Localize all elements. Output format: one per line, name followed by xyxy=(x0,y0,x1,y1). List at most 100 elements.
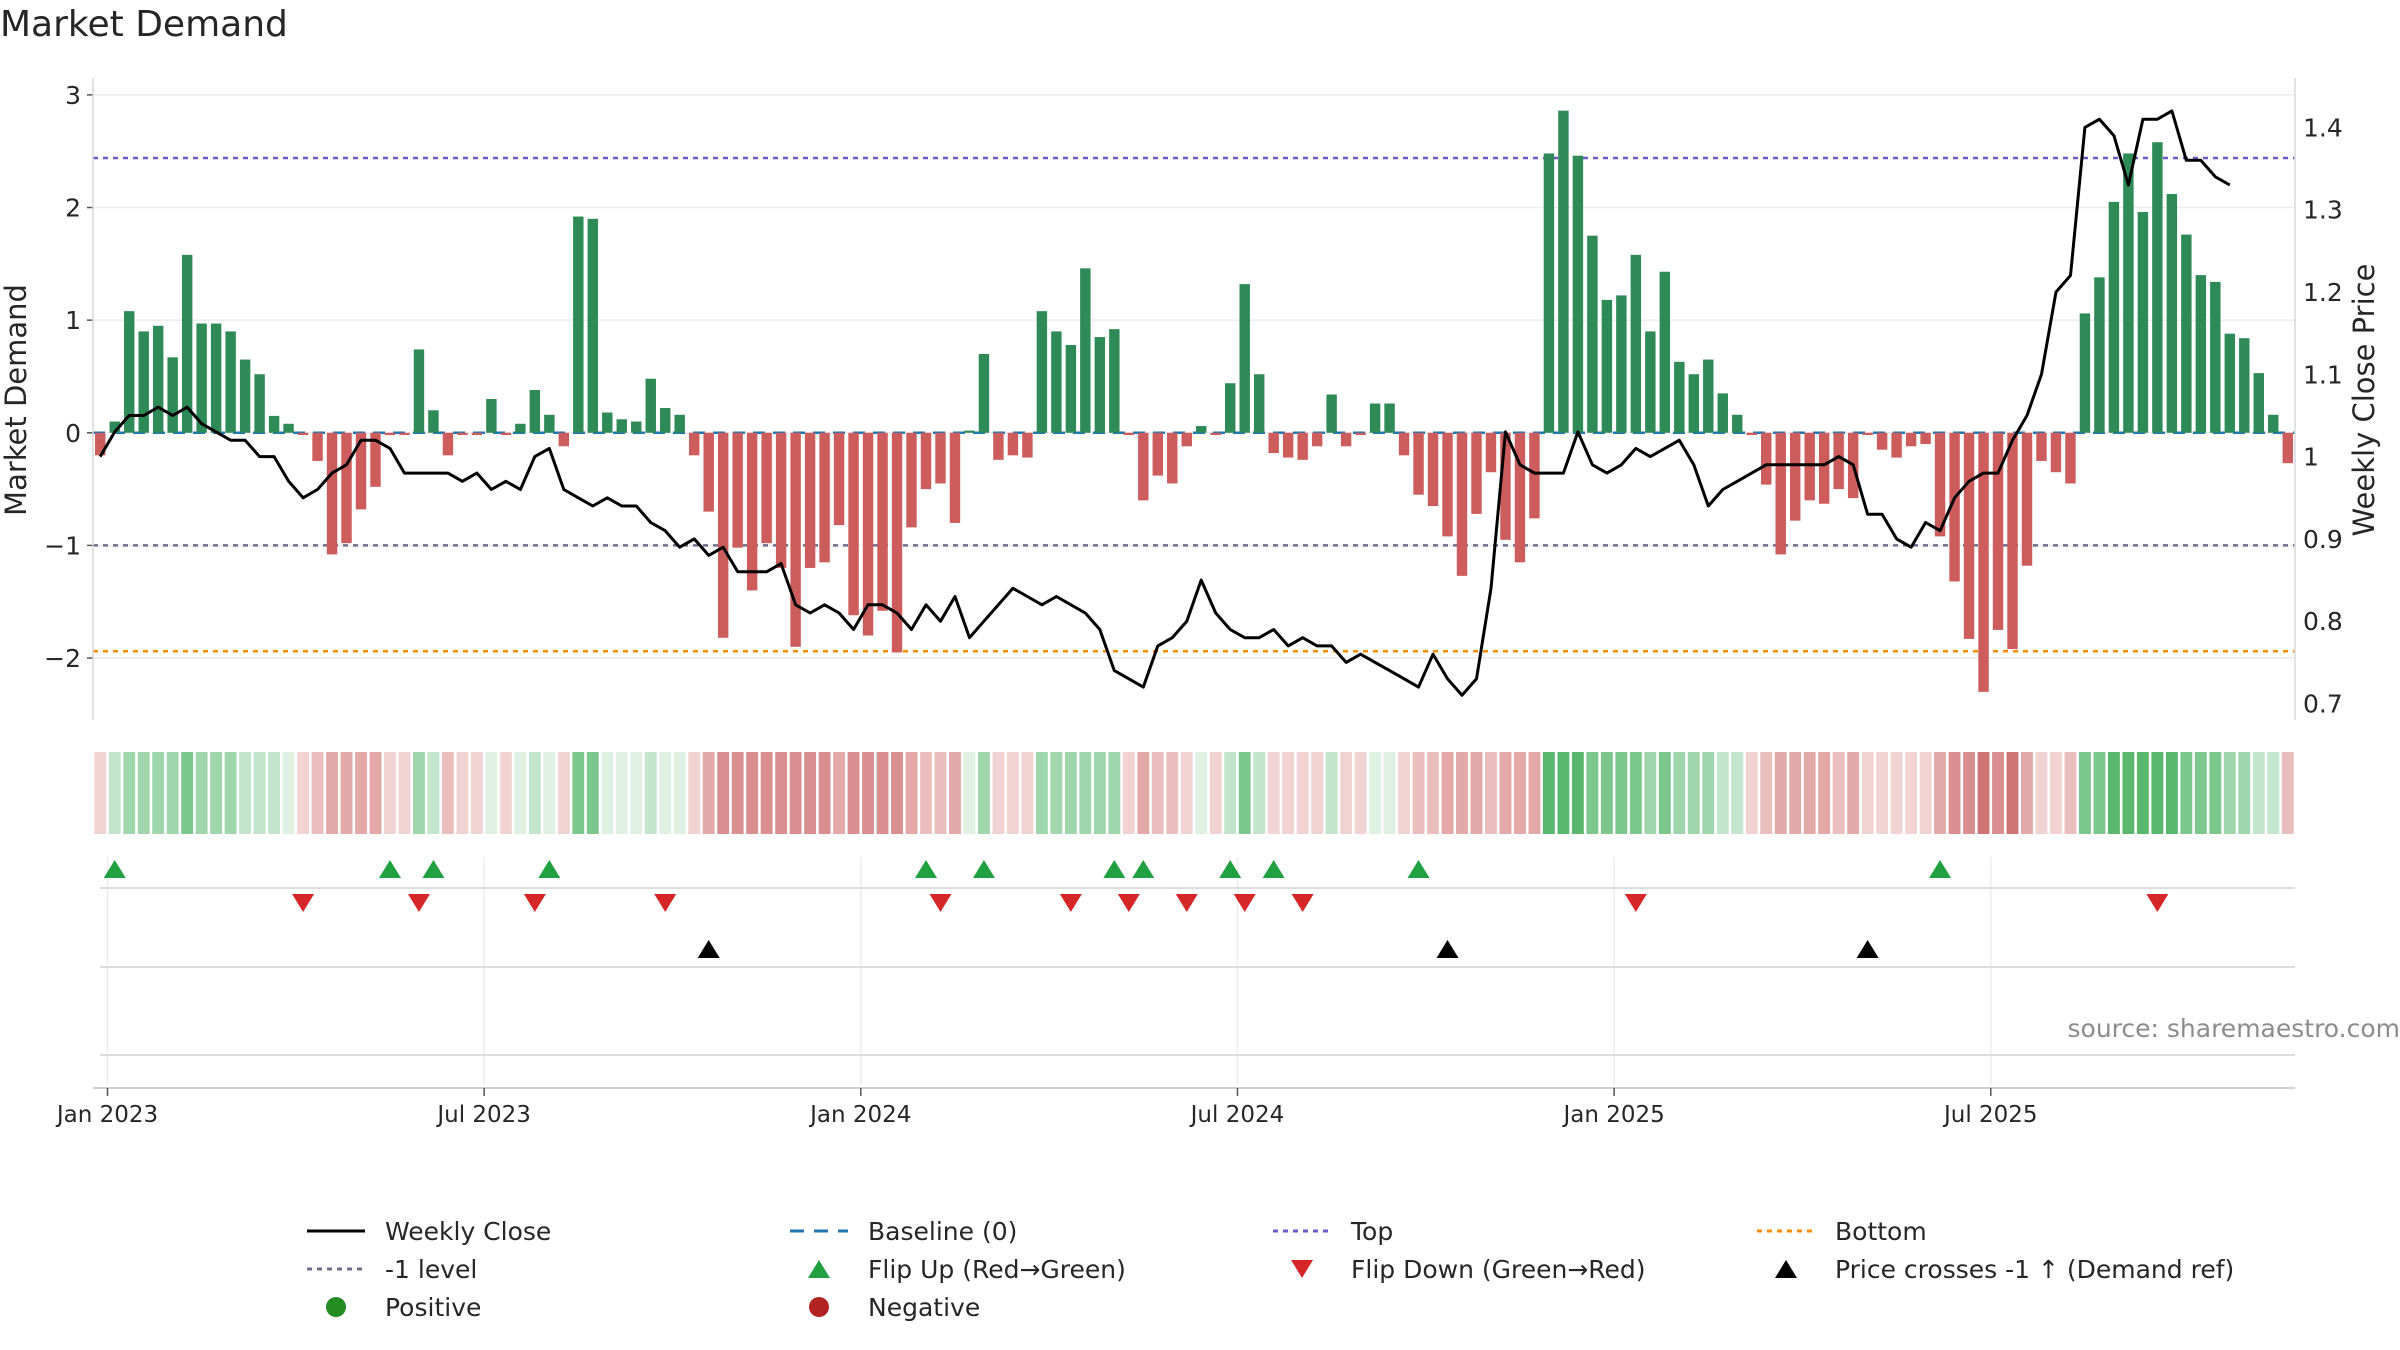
band-cell xyxy=(2093,752,2106,834)
dotted-line-icon xyxy=(1755,1216,1817,1246)
band-cell xyxy=(2223,752,2236,834)
band-cell xyxy=(1209,752,1222,834)
bar-negative xyxy=(1138,432,1149,501)
bar-negative xyxy=(1949,432,1960,582)
bar-negative xyxy=(1485,432,1497,473)
bar-negative xyxy=(2282,432,2293,464)
band-cell xyxy=(195,752,208,834)
flip-down-marker xyxy=(1117,894,1140,912)
band-cell xyxy=(543,752,556,834)
band-cell xyxy=(963,752,976,834)
bar-negative xyxy=(1789,432,1801,521)
band-cell xyxy=(1861,752,1874,834)
y-tick-label-right: 0.7 xyxy=(2303,690,2343,719)
band-cell xyxy=(702,752,715,834)
band-cell xyxy=(1760,752,1773,834)
bar-positive xyxy=(515,423,526,433)
band-cell xyxy=(2252,752,2265,834)
bar-negative xyxy=(1891,432,1902,458)
bar-positive xyxy=(616,419,627,433)
bar-positive xyxy=(1558,110,1569,433)
band-cell xyxy=(1340,752,1353,834)
band-cell xyxy=(1398,752,1410,834)
dotted-line-icon xyxy=(1271,1216,1333,1246)
legend-label: Baseline (0) xyxy=(868,1216,1018,1246)
bar-negative xyxy=(993,432,1004,460)
legend-label: -1 level xyxy=(385,1254,478,1284)
bar-positive xyxy=(109,421,120,433)
band-cell xyxy=(2136,752,2149,834)
band-cell xyxy=(2238,752,2251,834)
triangle-up-icon xyxy=(788,1254,850,1284)
band-cell xyxy=(1383,752,1396,834)
band-cell xyxy=(1832,752,1845,834)
band-cell xyxy=(1789,752,1802,834)
bar-positive xyxy=(2181,234,2192,433)
bar-positive xyxy=(268,415,280,433)
bar-negative xyxy=(761,432,772,544)
band-cell xyxy=(1542,752,1555,834)
legend-label: Negative xyxy=(868,1292,981,1322)
band-cell xyxy=(1934,752,1947,834)
band-cell xyxy=(949,752,961,834)
band-cell xyxy=(2267,752,2280,834)
bar-negative xyxy=(1398,432,1410,456)
band-cell xyxy=(1267,752,1280,834)
y-tick-label-left: −1 xyxy=(44,531,81,560)
band-cell xyxy=(775,752,788,834)
flip-down-marker xyxy=(1624,894,1647,912)
band-cell xyxy=(1716,752,1729,834)
band-cell xyxy=(891,752,903,834)
price-cross-marker xyxy=(1436,940,1459,958)
band-cell xyxy=(1021,752,1034,834)
bar-positive xyxy=(587,218,599,433)
bar-negative xyxy=(775,432,787,568)
band-cell xyxy=(1528,752,1541,834)
band-cell xyxy=(1586,752,1599,834)
band-cell xyxy=(1325,752,1338,834)
band-cell xyxy=(1311,752,1324,834)
bar-positive xyxy=(631,421,642,433)
legend-label: Bottom xyxy=(1835,1216,1927,1246)
y-tick-label-right: 1.3 xyxy=(2303,196,2343,225)
bar-negative xyxy=(1818,432,1830,504)
y-tick-label-right: 1.4 xyxy=(2303,113,2343,142)
price-cross-marker xyxy=(1856,940,1879,958)
bar-positive xyxy=(573,216,584,433)
bar-negative xyxy=(384,432,396,436)
band-cell xyxy=(1818,752,1831,834)
legend-entry: Top xyxy=(1271,1212,1393,1250)
bar-negative xyxy=(1210,432,1221,436)
band-cell xyxy=(1093,752,1106,834)
legend-label: Price crosses -1 ↑ (Demand ref) xyxy=(1835,1254,2235,1284)
close-price-line xyxy=(98,109,2231,697)
bar-negative xyxy=(2050,432,2062,473)
y-tick-label-right: 1 xyxy=(2303,443,2319,472)
band-cell xyxy=(1571,752,1584,834)
x-tick-label: Jan 2024 xyxy=(808,1102,911,1128)
bar-positive xyxy=(225,331,236,433)
x-tick-label: Jan 2023 xyxy=(55,1102,158,1128)
bar-positive xyxy=(1196,426,1207,433)
bar-positive xyxy=(2239,338,2250,433)
flip-up-marker xyxy=(1132,860,1155,878)
bar-negative xyxy=(1746,432,1757,436)
legend-entry: Baseline (0) xyxy=(788,1212,1017,1250)
bar-positive xyxy=(674,414,685,433)
bar-negative xyxy=(341,432,352,544)
bar-positive xyxy=(1717,393,1728,433)
bar-negative xyxy=(906,432,917,528)
band-cell xyxy=(1629,752,1642,834)
band-cell xyxy=(1238,752,1251,834)
bar-positive xyxy=(1369,403,1381,433)
bar-positive xyxy=(2224,333,2236,433)
band-cell xyxy=(1079,752,1092,834)
bar-negative xyxy=(1992,432,2004,630)
band-cell xyxy=(1064,752,1077,834)
bar-positive xyxy=(1703,359,1714,433)
bar-negative xyxy=(312,432,323,461)
y-axis-label-left: Market Demand xyxy=(0,284,33,516)
bar-positive xyxy=(544,414,555,433)
band-cell xyxy=(818,752,831,834)
bar-negative xyxy=(1862,432,1873,436)
